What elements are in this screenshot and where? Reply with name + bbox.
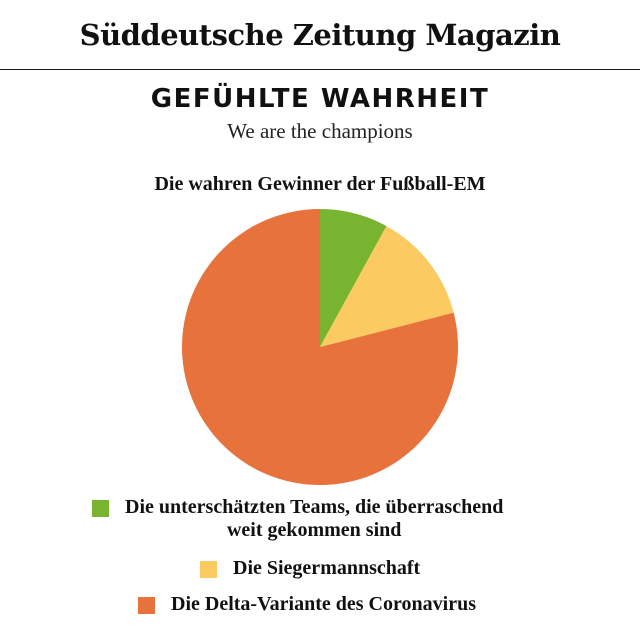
legend-item-delta: Die Delta-Variante des Coronavirus — [138, 593, 476, 616]
legend-swatch-delta — [138, 597, 155, 614]
chart-title: Die wahren Gewinner der Fußball-EM — [154, 173, 486, 195]
legend-swatch-winners — [200, 561, 217, 578]
legend-swatch-underdogs — [92, 500, 109, 517]
legend-item-winners: Die Siegermannschaft — [200, 557, 420, 580]
pie-slice-delta — [181, 208, 458, 485]
legend-item-underdogs: Die unterschätzten Teams, die überrasche… — [92, 496, 503, 542]
brand-logo: Süddeutsche Zeitung Magazin — [79, 17, 561, 52]
pie-slice-winners — [320, 226, 454, 347]
kicker-title: GEFÜHLTE WAHRHEIT — [150, 84, 490, 114]
pie-chart — [181, 208, 458, 485]
masthead: Süddeutsche Zeitung Magazin — [0, 0, 640, 70]
legend-label-winners: Die Siegermannschaft — [233, 557, 421, 579]
legend-label-delta: Die Delta-Variante des Coronavirus — [171, 593, 476, 615]
subtitle: We are the champions — [227, 119, 413, 143]
pie-slice-underdogs — [320, 209, 387, 347]
legend-label-underdogs: Die unterschätzten Teams, die überrasche… — [125, 496, 504, 541]
